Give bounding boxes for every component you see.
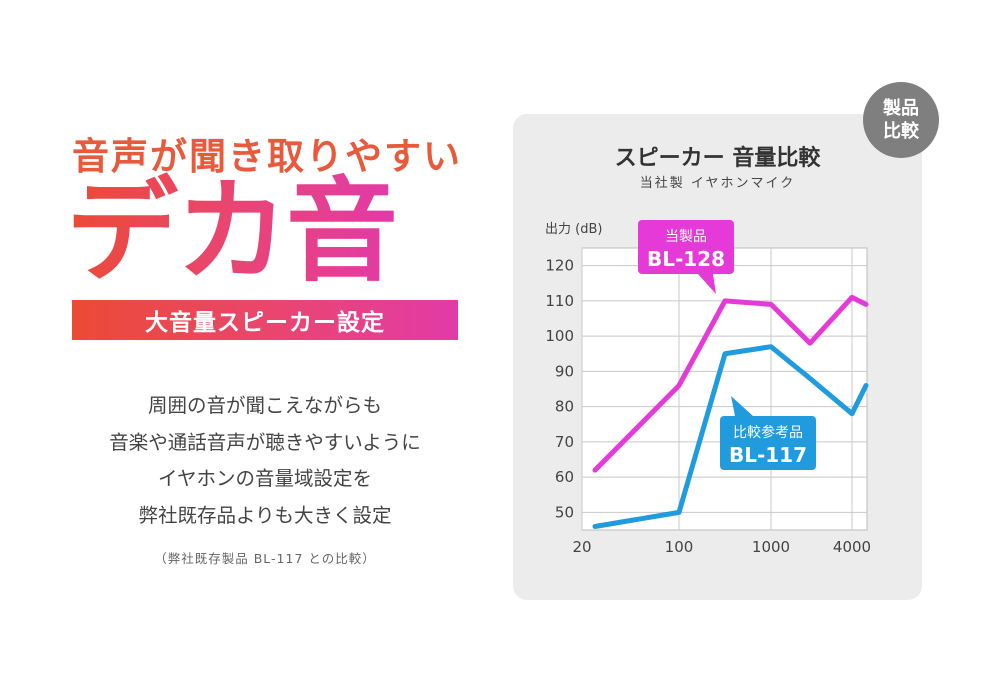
callout-box xyxy=(720,416,816,470)
feature-banner: 大音量スピーカー設定 xyxy=(72,300,458,340)
y-tick-label: 50 xyxy=(555,503,574,521)
callout-pointer xyxy=(698,274,716,294)
x-tick-label: 100 xyxy=(665,538,694,556)
description-line: 周囲の音が聞こえながらも xyxy=(147,394,382,417)
x-tick-label: 1000 xyxy=(752,538,790,556)
y-tick-label: 60 xyxy=(555,468,574,486)
headline: 音声が聞き取りやすい xyxy=(72,135,462,178)
badge-line: 製品 xyxy=(883,98,919,119)
badge-line: 比較 xyxy=(883,121,919,142)
description-line: 音楽や通話音声が聴きやすいように xyxy=(109,430,421,454)
comparison-note: （弊社既存製品 BL-117 との比較） xyxy=(154,551,376,566)
x-tick-label: 20 xyxy=(572,538,591,556)
comparison-badge: 製品 比較 xyxy=(863,82,939,158)
series-label: 当製品 xyxy=(665,229,707,245)
description-line: 弊社既存品よりも大きく設定 xyxy=(138,503,392,527)
series-model-label: BL-117 xyxy=(729,443,807,467)
y-tick-label: 110 xyxy=(545,292,574,310)
line-chart: 120 110 100 90 80 70 60 50 20 100 1000 4000 当製品 BL-12… xyxy=(545,220,871,556)
y-tick-label: 120 xyxy=(545,257,574,275)
y-tick-label: 80 xyxy=(555,398,574,416)
chart-subtitle: 当社製 イヤホンマイク xyxy=(639,176,796,191)
hero-title: デカ音 xyxy=(66,167,398,297)
x-tick-label: 4000 xyxy=(833,538,871,556)
series-label: 比較参考品 xyxy=(733,424,803,441)
y-tick-label: 100 xyxy=(545,327,574,345)
y-tick-label: 90 xyxy=(555,362,574,380)
callout-pointer xyxy=(731,396,753,416)
y-axis-label: 出力 (dB) xyxy=(545,222,603,237)
description-line: イヤホンの音量域設定を xyxy=(158,467,372,490)
series-line xyxy=(592,344,869,529)
description: 周囲の音が聞こえながらも 音楽や通話音声が聴きやすいように イヤホンの音量域設定… xyxy=(60,388,470,534)
chart-title: スピーカー 音量比較 xyxy=(614,146,821,171)
y-tick-label: 70 xyxy=(555,433,574,451)
series-line xyxy=(592,294,869,473)
callout-box xyxy=(638,220,734,274)
series-model-label: BL-128 xyxy=(647,247,725,271)
